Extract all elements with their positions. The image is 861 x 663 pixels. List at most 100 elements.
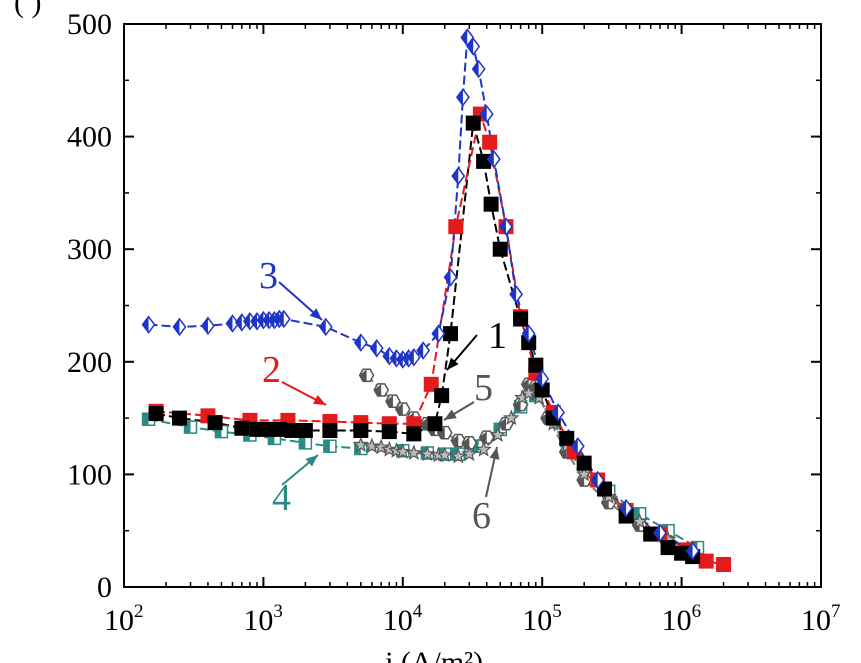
series-6-point [363, 437, 381, 454]
series-markers [141, 28, 732, 572]
x-tick-label: 104 [383, 601, 423, 637]
series-1-point [576, 455, 592, 471]
series-3-point [172, 317, 187, 337]
curve-label-5: 5 [474, 367, 493, 409]
y-axis-title: ( ) [14, 0, 41, 19]
series-6-point [503, 409, 520, 426]
series-6-point [405, 444, 423, 461]
series-6-point [489, 426, 507, 443]
series-1-point [234, 420, 250, 436]
series-3-point [242, 312, 257, 331]
series-1-point [297, 422, 313, 438]
series-1-point [443, 326, 459, 342]
series-5-point [385, 394, 401, 409]
y-tick-label: 300 [67, 233, 112, 266]
arrow-head-6 [489, 447, 500, 460]
series-6-point [631, 513, 648, 529]
series-1-point [492, 241, 508, 257]
series-6-point [436, 446, 454, 463]
x-tick-label: 102 [104, 601, 144, 637]
series-3-point [653, 523, 667, 543]
series-2-point [698, 553, 714, 569]
x-tick-label: 106 [662, 601, 702, 637]
series-6-point [520, 384, 537, 401]
series-3-point [443, 268, 458, 287]
series-5-point [394, 402, 411, 416]
series-1-point [513, 311, 529, 327]
series-1-point [381, 424, 397, 440]
series-5-point [373, 383, 390, 397]
y-tick-label: 400 [67, 121, 112, 154]
series-6-point [419, 445, 436, 462]
arrow-head-5 [444, 409, 457, 420]
series-4-point [323, 439, 337, 453]
curve-labels: 1 2 3 4 5 6 [259, 255, 507, 537]
y-tick-label: 200 [67, 346, 112, 379]
series-2-point [716, 556, 732, 572]
series-3-point [486, 149, 501, 169]
series-1-point [434, 388, 450, 404]
series-3-point [406, 348, 421, 367]
series-1-point [148, 406, 164, 422]
series-3-point [619, 498, 634, 518]
y-tick-label: 0 [97, 571, 112, 604]
series-1-point [427, 416, 443, 432]
series-6-point [394, 443, 412, 459]
x-axis-ticks: 102 103 104 105 106 107 [104, 24, 841, 637]
series-5-point [450, 433, 467, 448]
arrow-head-4 [305, 455, 318, 467]
series-3-point [416, 341, 431, 360]
series-4-point [183, 420, 198, 434]
series-5-line [365, 374, 688, 552]
x-tick-label: 107 [801, 601, 841, 637]
series-lines [148, 34, 724, 566]
y-tick-label: 100 [67, 458, 112, 491]
series-3-point [471, 59, 486, 79]
arrow-head-3 [309, 308, 322, 320]
series-3-point [551, 403, 566, 422]
series-3-point [685, 541, 700, 561]
series-3-point [570, 437, 585, 456]
series-2-point [423, 376, 439, 392]
series-3-point [535, 369, 550, 388]
series-1-point [528, 357, 544, 373]
series-1-point [465, 115, 481, 131]
series-6-point [475, 440, 492, 457]
curve-label-4: 4 [272, 477, 291, 519]
series-1-point [284, 422, 300, 438]
x-tick-label: 105 [522, 601, 562, 637]
arrow-head-2 [313, 395, 326, 405]
curve-label-2: 2 [262, 349, 281, 391]
series-3-line [148, 34, 694, 552]
series-1-point [483, 196, 499, 212]
series-3-point [431, 324, 446, 343]
series-3-point [451, 166, 466, 186]
series-6-point [461, 445, 478, 462]
series-6-point [450, 447, 467, 464]
series-3-point [353, 333, 368, 352]
x-axis-title: j (A/m²) [384, 646, 483, 663]
series-3-point [509, 284, 524, 304]
series-1-point [322, 422, 338, 438]
series-3-point [318, 317, 333, 337]
series-3-point [590, 470, 605, 490]
arrow-head-1 [447, 357, 459, 370]
y-tick-label: 500 [67, 8, 112, 41]
series-2-point [448, 219, 464, 235]
y-axis-ticks: 0 100 200 300 400 500 [67, 8, 821, 604]
curve-label-6: 6 [472, 495, 491, 537]
series-3-point [479, 104, 494, 124]
series-1-point [207, 415, 223, 431]
series-1-point [406, 426, 422, 442]
series-3-point [369, 339, 384, 358]
series-3-point [276, 309, 291, 329]
series-1-point [660, 540, 676, 556]
series-1-point [476, 153, 492, 169]
series-5-point [358, 368, 375, 383]
series-1-point [559, 430, 575, 446]
series-3-point [466, 37, 481, 56]
series-3-point [200, 316, 215, 336]
series-1-point [171, 410, 187, 426]
series-6-point [575, 465, 593, 482]
